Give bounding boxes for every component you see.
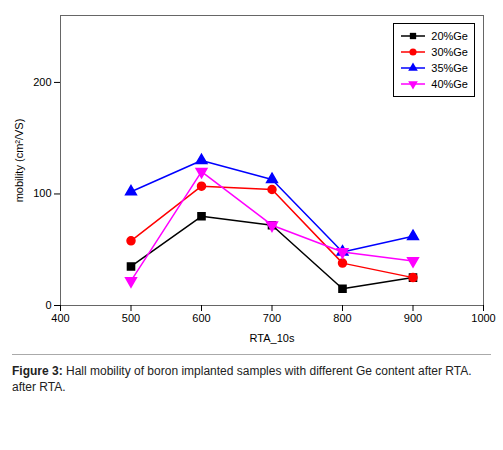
svg-text:900: 900 xyxy=(404,312,422,324)
svg-text:400: 400 xyxy=(51,312,69,324)
html-text:after RTA.: after RTA. xyxy=(12,380,66,394)
svg-text:100: 100 xyxy=(33,187,51,199)
svg-text:1000: 1000 xyxy=(471,312,495,324)
svg-text:500: 500 xyxy=(122,312,140,324)
html-text:20%Ge: 20%Ge xyxy=(431,30,468,42)
svg-text:0: 0 xyxy=(45,299,51,311)
svg-text:RTA_10s: RTA_10s xyxy=(250,332,295,344)
svg-text:200: 200 xyxy=(33,76,51,88)
html-text:35%Ge: 35%Ge xyxy=(431,62,468,74)
svg-text:700: 700 xyxy=(263,312,281,324)
svg-text:600: 600 xyxy=(192,312,210,324)
svg-text:mobility (cm²/VS): mobility (cm²/VS) xyxy=(13,119,25,203)
html-text:40%Ge: 40%Ge xyxy=(431,78,468,90)
html-text:30%Ge: 30%Ge xyxy=(431,46,468,58)
svg-text:800: 800 xyxy=(333,312,351,324)
html-text:Figure 3: Hall mobility of bor: Figure 3: Hall mobility of boron implant… xyxy=(12,364,472,378)
